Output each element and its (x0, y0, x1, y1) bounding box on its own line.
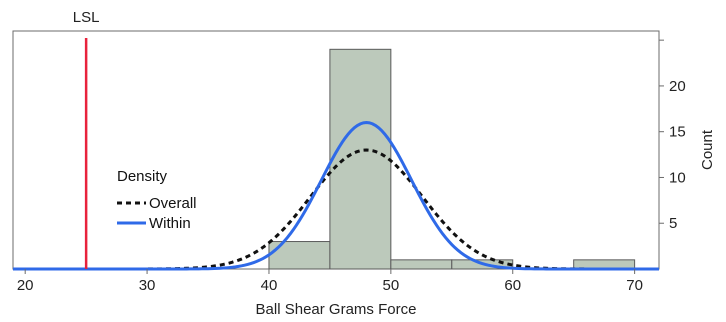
density-curve-overall (13, 148, 659, 271)
y-tick-label: 20 (669, 78, 686, 95)
histogram-bar (329, 48, 392, 270)
x-tick-label: 40 (261, 277, 278, 294)
y-tick-label: 10 (669, 169, 686, 186)
y-tick-label: 15 (669, 124, 686, 141)
x-tick-label: 50 (383, 277, 400, 294)
density-curves (13, 121, 659, 271)
legend-within-label: Within (149, 215, 191, 232)
y-tick-label: 5 (669, 215, 677, 232)
x-axis-title: Ball Shear Grams Force (256, 301, 417, 318)
x-tick-label: 60 (504, 277, 521, 294)
spec-limit-layer: LSL (73, 9, 100, 269)
legend-title: Density (117, 168, 168, 185)
legend: Density Overall Within (117, 168, 197, 232)
histogram-bar (390, 259, 453, 270)
y-axis: 5 10 15 20 (659, 39, 686, 232)
x-tick-label: 70 (626, 277, 643, 294)
x-tick-label: 30 (139, 277, 156, 294)
lsl-label: LSL (73, 9, 100, 26)
x-tick-label: 20 (17, 277, 34, 294)
density-curve-within (13, 121, 659, 271)
legend-overall-label: Overall (149, 195, 197, 212)
x-axis: 20 30 40 50 60 70 (17, 269, 643, 294)
histogram-bar (268, 241, 331, 270)
y-axis-title: Count (699, 129, 716, 170)
histogram-bars (268, 48, 636, 270)
